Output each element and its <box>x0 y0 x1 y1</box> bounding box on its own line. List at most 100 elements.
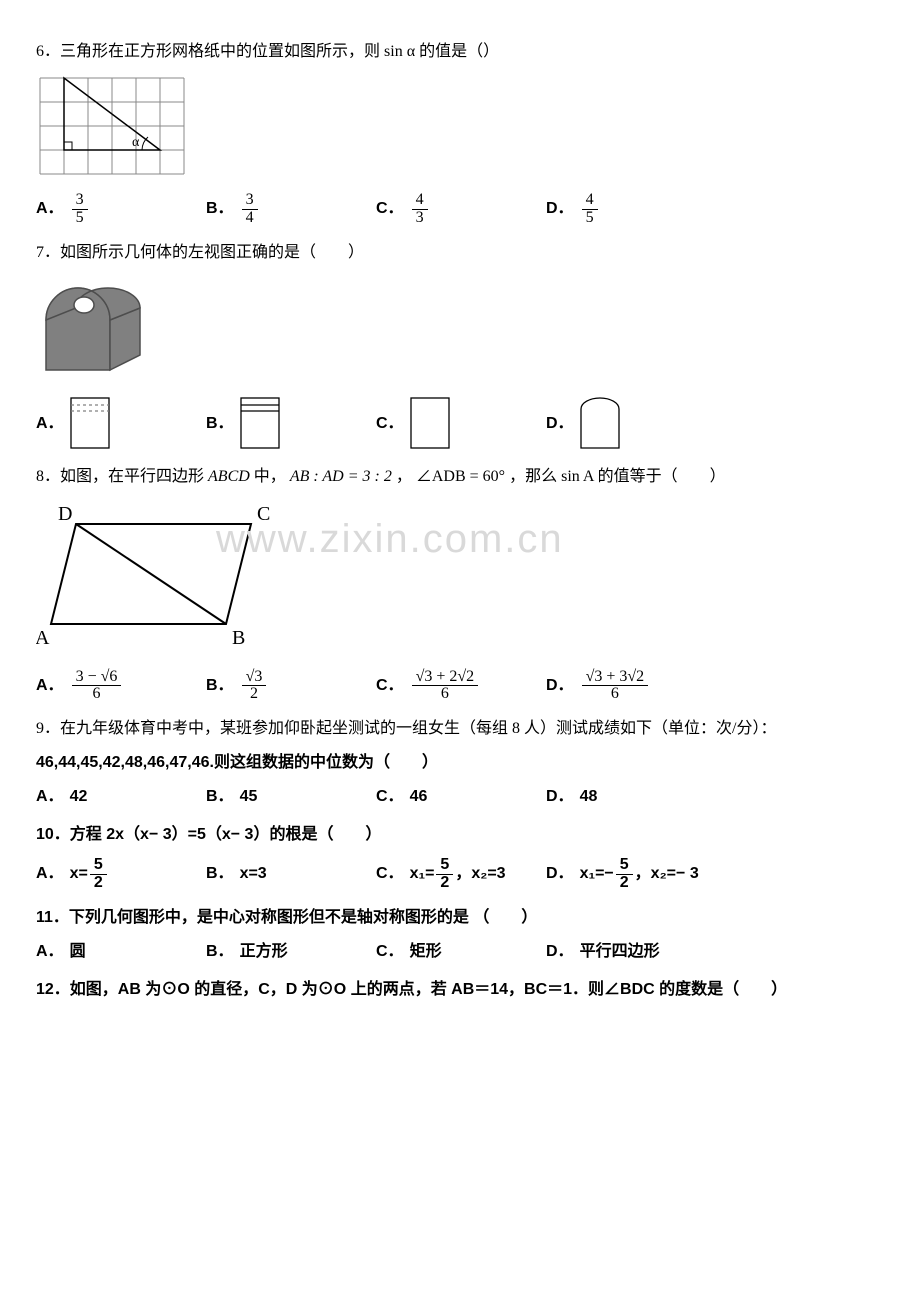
q8-m3: ，那么 <box>505 468 561 485</box>
fraction: 34 <box>242 192 258 227</box>
q8-ratio: AB : AD = 3 : 2 <box>290 468 392 485</box>
q8-sinA: sin A <box>561 468 593 485</box>
question-6: 6．三角形在正方形网格纸中的位置如图所示，则 sin α 的值是（） α A． … <box>36 40 884 227</box>
q7-view-a <box>70 397 112 451</box>
q7-choice-d: D． <box>546 397 716 451</box>
q7-choice-a: A． <box>36 397 206 451</box>
q10-choices: A． x= 52 B．x=3 C． x₁= 52 ，x₂=3 D． x₁=− 5… <box>36 857 884 892</box>
svg-text:D: D <box>58 503 72 525</box>
q8-stem: 8．如图，在平行四边形 ABCD 中， AB : AD = 3 : 2 ， ∠A… <box>36 465 884 489</box>
q11-stem: 11．下列几何图形中，是中心对称图形但不是轴对称图形的是 （ ） <box>36 906 884 930</box>
q11-choice-a: A．圆 <box>36 940 206 964</box>
choice-label: C． <box>376 412 404 436</box>
q7-figure <box>36 275 884 385</box>
svg-text:A: A <box>36 627 50 649</box>
question-9: 9．在九年级体育中考中，某班参加仰卧起坐测试的一组女生（每组 8 人）测试成绩如… <box>36 717 884 809</box>
q8-angle: ∠ADB = 60° <box>416 468 505 485</box>
fraction: √3 + 2√26 <box>412 669 479 704</box>
choice-label: B． <box>206 785 234 809</box>
q8-pre: 8．如图，在平行四边形 <box>36 468 208 485</box>
q8-choice-d: D． √3 + 3√26 <box>546 669 696 704</box>
choice-label: A． <box>36 940 64 964</box>
q10-d-mid: ，x₂=− 3 <box>635 862 699 886</box>
q11-choice-c: C．矩形 <box>376 940 546 964</box>
q7-view-c <box>410 397 452 451</box>
q6-stem-post: 的值是（） <box>415 43 499 60</box>
choice-label: B． <box>206 862 234 886</box>
q7-view-b <box>240 397 282 451</box>
q11-choices: A．圆 B．正方形 C．矩形 D．平行四边形 <box>36 940 884 964</box>
q11-choice-d: D．平行四边形 <box>546 940 716 964</box>
q8-choices: A． 3 − √66 B． √32 C． √3 + 2√26 D． √3 + 3… <box>36 669 884 704</box>
choice-value: 46 <box>410 785 428 809</box>
choice-label: B． <box>206 674 234 698</box>
q8-m2: ， <box>392 468 416 485</box>
q10-a-pre: x= <box>70 862 88 886</box>
question-12: 12．如图，AB 为⊙O 的直径，C，D 为⊙O 上的两点，若 AB＝14，BC… <box>36 978 884 1002</box>
q6-choice-c: C． 43 <box>376 192 546 227</box>
choice-value: x=3 <box>240 862 267 886</box>
choice-label: D． <box>546 862 574 886</box>
fraction: 52 <box>90 857 107 892</box>
choice-value: 45 <box>240 785 258 809</box>
q10-choice-b: B．x=3 <box>206 862 376 886</box>
choice-label: A． <box>36 197 64 221</box>
choice-label: C． <box>376 674 404 698</box>
q6-choices: A． 35 B． 34 C． 43 D． 45 <box>36 192 884 227</box>
fraction: 52 <box>436 857 453 892</box>
q9-choice-a: A．42 <box>36 785 206 809</box>
choice-value: 圆 <box>70 940 86 964</box>
choice-label: D． <box>546 785 574 809</box>
choice-label: D． <box>546 940 574 964</box>
choice-label: D． <box>546 412 574 436</box>
q8-parallelogram-svg: DCAB <box>36 499 276 649</box>
choice-label: B． <box>206 940 234 964</box>
fraction: 52 <box>616 857 633 892</box>
q10-choice-c: C． x₁= 52 ，x₂=3 <box>376 857 546 892</box>
q6-figure: α <box>36 74 884 180</box>
choice-label: C． <box>376 940 404 964</box>
q6-choice-b: B． 34 <box>206 192 376 227</box>
choice-label: C． <box>376 785 404 809</box>
choice-label: B． <box>206 197 234 221</box>
choice-label: D． <box>546 674 574 698</box>
q10-stem: 10．方程 2x（x− 3）=5（x− 3）的根是（ ） <box>36 823 884 847</box>
fraction: 35 <box>72 192 88 227</box>
choice-label: C． <box>376 862 404 886</box>
choice-label: A． <box>36 674 64 698</box>
choice-label: A． <box>36 862 64 886</box>
q9-choice-c: C．46 <box>376 785 546 809</box>
q9-choice-b: B．45 <box>206 785 376 809</box>
choice-label: A． <box>36 785 64 809</box>
choice-value: 矩形 <box>410 940 442 964</box>
q10-c-pre: x₁= <box>410 862 435 886</box>
choice-label: C． <box>376 197 404 221</box>
q8-abcd: ABCD <box>208 468 250 485</box>
choice-label: A． <box>36 412 64 436</box>
q8-figure-wrap: www.zixin.com.cn DCAB <box>36 499 884 657</box>
q12-stem: 12．如图，AB 为⊙O 的直径，C，D 为⊙O 上的两点，若 AB＝14，BC… <box>36 978 884 1002</box>
q6-choice-d: D． 45 <box>546 192 716 227</box>
question-10: 10．方程 2x（x− 3）=5（x− 3）的根是（ ） A． x= 52 B．… <box>36 823 884 892</box>
choice-value: 平行四边形 <box>580 940 660 964</box>
q7-choice-c: C． <box>376 397 546 451</box>
choice-value: 正方形 <box>240 940 288 964</box>
q7-view-d <box>580 397 622 451</box>
fraction: 45 <box>582 192 598 227</box>
choice-value: 42 <box>70 785 88 809</box>
q8-m1: 中， <box>250 468 290 485</box>
svg-text:α: α <box>132 135 140 150</box>
q9-choices: A．42 B．45 C．46 D．48 <box>36 785 884 809</box>
fraction: √32 <box>242 669 267 704</box>
q9-line2: 46,44,45,42,48,46,47,46.则这组数据的中位数为（ ） <box>36 751 884 775</box>
q7-stem: 7．如图所示几何体的左视图正确的是（ ） <box>36 241 884 265</box>
q6-grid-svg: α <box>36 74 190 180</box>
fraction: 3 − √66 <box>72 669 122 704</box>
choice-value: 48 <box>580 785 598 809</box>
q10-choice-a: A． x= 52 <box>36 857 206 892</box>
q6-stem: 6．三角形在正方形网格纸中的位置如图所示，则 sin α 的值是（） <box>36 40 884 64</box>
q11-choice-b: B．正方形 <box>206 940 376 964</box>
svg-text:C: C <box>257 503 270 525</box>
q10-d-pre: x₁=− <box>580 862 614 886</box>
q8-figure: DCAB <box>36 499 884 657</box>
